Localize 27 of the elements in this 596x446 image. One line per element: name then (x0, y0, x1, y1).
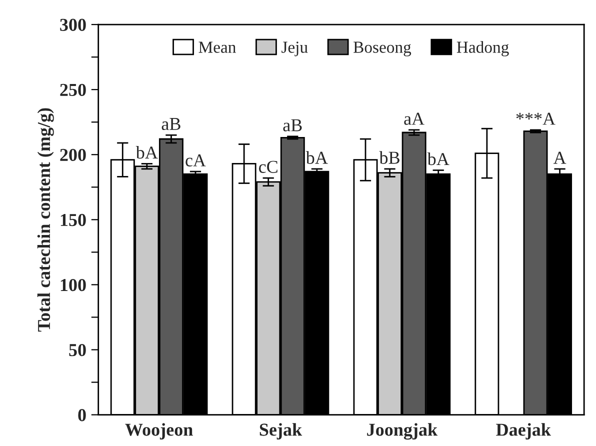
y-tick-label: 300 (60, 18, 86, 31)
data-label: cA (186, 154, 206, 166)
legend-label: Hadong (456, 41, 509, 56)
legend-label: Mean (198, 42, 236, 53)
data-label: cC (259, 160, 278, 173)
y-tick-label: 100 (60, 278, 86, 292)
legend-label: Boseong (354, 42, 412, 56)
y-tick-label: 150 (60, 214, 86, 226)
data-label: A (553, 152, 566, 164)
x-tick-label: Sejak (260, 423, 302, 440)
x-tick-label: Joongjak (367, 423, 438, 440)
data-label: bA (306, 151, 328, 164)
x-tick-label: Woojeon (125, 423, 193, 440)
data-label: bB (379, 151, 400, 164)
data-label: bA (136, 146, 158, 159)
data-label: bA (427, 152, 450, 166)
legend-label: Jeju (282, 42, 308, 56)
y-tick-label: 0 (78, 409, 86, 422)
data-label: ***A (516, 112, 556, 125)
y-tick-label: 200 (60, 148, 86, 162)
data-label: aB (283, 119, 302, 132)
data-label: aB (162, 118, 180, 130)
y-axis-title: Total catechin content (mg/g) (37, 108, 54, 332)
y-tick-label: 50 (69, 344, 86, 356)
x-tick-label: Daejak (496, 423, 551, 440)
y-tick-label: 250 (60, 84, 86, 96)
data-label: aA (404, 112, 424, 125)
